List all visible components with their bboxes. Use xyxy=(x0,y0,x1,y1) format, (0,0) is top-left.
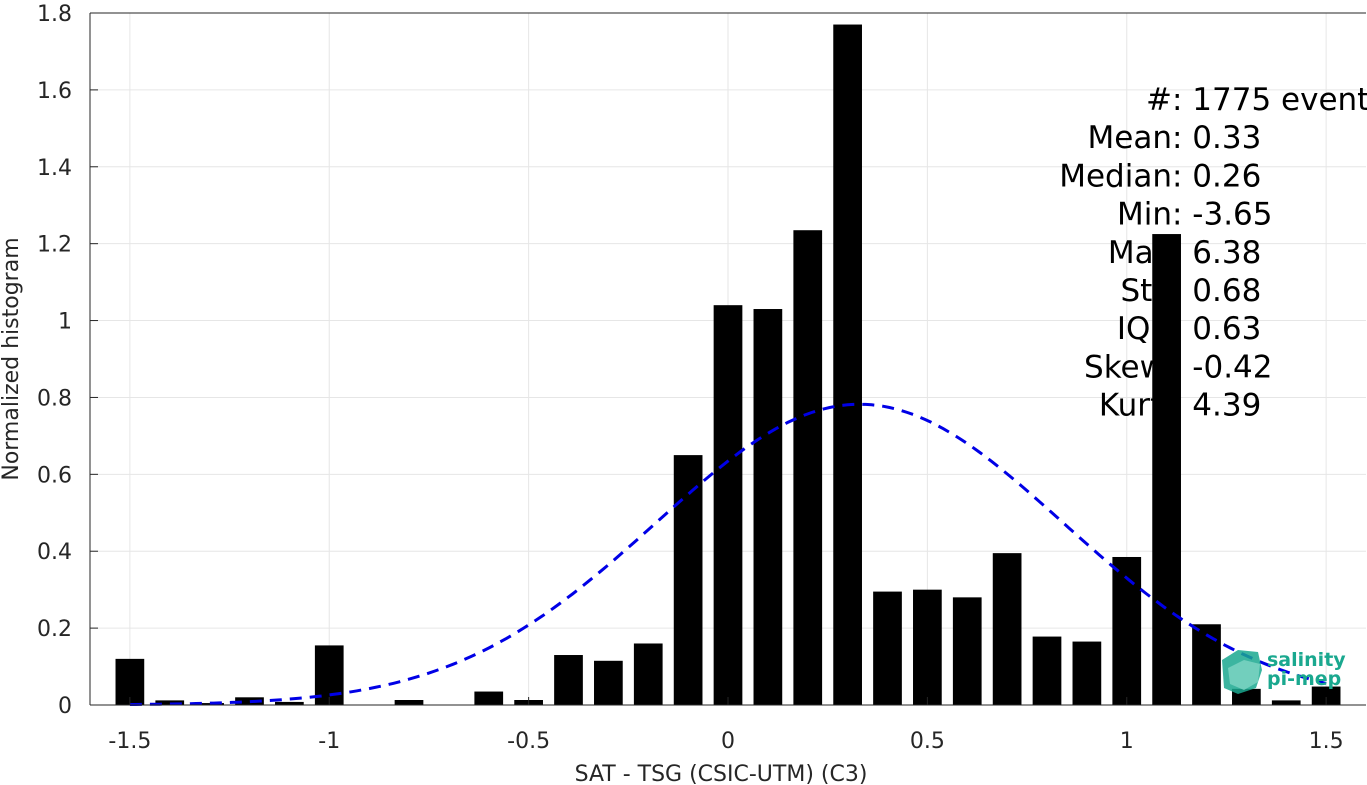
stat-value-7: : -0.42 xyxy=(1172,349,1273,385)
y-tick-label-4: 0.8 xyxy=(37,386,72,411)
x-tick-label-6: 1.5 xyxy=(1309,729,1344,754)
bar-14 xyxy=(673,455,703,705)
y-tick-label-1: 0.2 xyxy=(37,617,72,642)
y-tick-label-7: 1.4 xyxy=(37,156,72,181)
stat-label-8: Kurt. xyxy=(1099,388,1172,424)
stat-label-1: Mean xyxy=(1088,120,1172,156)
gaussian-fit-curve xyxy=(129,402,1327,706)
bar-12 xyxy=(594,660,623,705)
stat-value-6: : 0.63 xyxy=(1172,311,1261,347)
bar-20 xyxy=(913,589,942,705)
bar-21 xyxy=(952,597,982,705)
stat-value-1: : 0.33 xyxy=(1172,120,1261,156)
bar-series xyxy=(115,24,1341,706)
bar-3 xyxy=(235,697,264,705)
y-axis-label: Normalized histogram xyxy=(0,237,24,480)
y-tick-label-2: 0.4 xyxy=(37,540,72,565)
bar-9 xyxy=(474,691,504,705)
bar-29 xyxy=(1271,700,1301,705)
stat-label-3: Min xyxy=(1117,197,1172,233)
bar-15 xyxy=(713,305,743,705)
stat-label-7: Skew. xyxy=(1084,349,1172,385)
logo-text-line2: pi-mep xyxy=(1267,668,1341,690)
stat-value-0: : 1775 events xyxy=(1172,82,1367,118)
stat-value-4: : 6.38 xyxy=(1172,235,1261,271)
stat-value-5: : 0.68 xyxy=(1172,273,1261,309)
y-tick-label-6: 1.2 xyxy=(37,233,72,258)
x-tick-label-5: 1 xyxy=(1120,729,1134,754)
x-tick-label-3: 0 xyxy=(721,729,735,754)
bar-16 xyxy=(753,309,783,705)
bar-27 xyxy=(1192,624,1221,705)
y-tick-label-8: 1.6 xyxy=(37,79,72,104)
stat-label-0: # xyxy=(1146,82,1172,118)
bar-24 xyxy=(1072,641,1102,705)
stat-value-2: : 0.26 xyxy=(1172,158,1261,194)
stat-label-4: Max xyxy=(1108,235,1172,271)
x-tick-label-4: 0.5 xyxy=(910,729,945,754)
x-tick-label-1: -1 xyxy=(318,729,340,754)
bar-4 xyxy=(275,701,304,705)
bar-18 xyxy=(833,24,862,706)
x-tick-label-2: -0.5 xyxy=(507,729,550,754)
logo-text-line1: salinity xyxy=(1267,649,1346,671)
bar-2 xyxy=(195,703,224,705)
bar-25 xyxy=(1112,556,1142,705)
bar-13 xyxy=(633,643,663,705)
bar-23 xyxy=(1032,636,1062,705)
y-tick-label-5: 1 xyxy=(58,310,72,335)
y-tick-label-0: 0 xyxy=(58,694,72,719)
x-tick-label-0: -1.5 xyxy=(108,729,151,754)
bar-22 xyxy=(992,553,1022,705)
bar-1 xyxy=(155,700,185,705)
x-axis-label: SAT - TSG (CSIC-UTM) (C3) xyxy=(575,762,868,785)
stat-label-2: Median xyxy=(1059,158,1172,194)
bar-26 xyxy=(1152,234,1181,706)
bar-17 xyxy=(793,230,823,705)
x-tick-labels: -1.5 -1 -0.5 0 0.5 1 1.5 xyxy=(108,697,1344,754)
bar-7 xyxy=(394,700,424,705)
stat-label-6: IQR xyxy=(1117,311,1172,347)
bar-30 xyxy=(1311,686,1341,705)
stat-value-3: : -3.65 xyxy=(1172,197,1273,233)
bar-11 xyxy=(554,655,583,705)
stat-value-8: : 4.39 xyxy=(1172,388,1261,424)
y-tick-labels: 0 0.2 0.4 0.6 0.8 1 1.2 1.4 1.6 1.8 xyxy=(37,2,98,719)
y-tick-label-9: 1.8 xyxy=(37,2,72,27)
y-tick-label-3: 0.6 xyxy=(37,463,72,488)
bar-19 xyxy=(873,591,902,705)
logo-wave-highlight-icon xyxy=(1228,660,1260,690)
stat-label-5: Std xyxy=(1120,273,1172,309)
